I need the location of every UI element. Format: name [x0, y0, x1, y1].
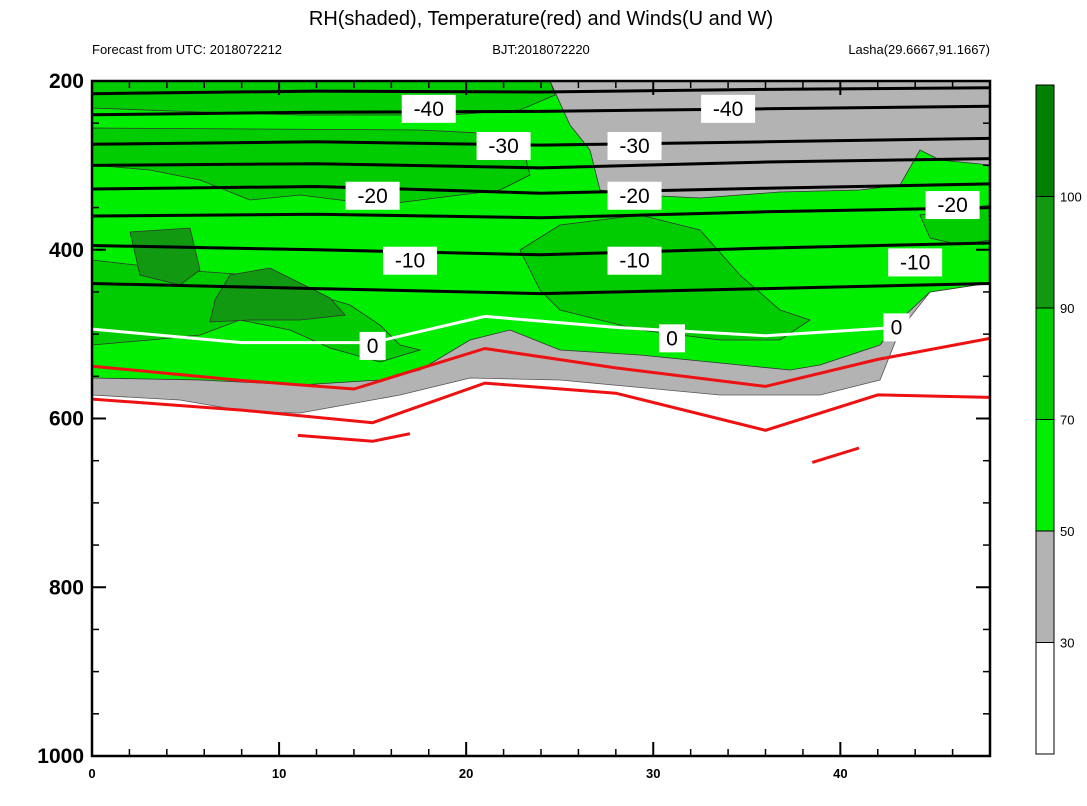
- y-tick-label: 800: [49, 576, 84, 599]
- colorbar-swatch: [1035, 419, 1055, 532]
- isotherm-label: -20: [937, 194, 967, 217]
- isotherm-label-box: [607, 131, 662, 160]
- colorbar-swatch: [1035, 307, 1055, 420]
- isotherm-line: [92, 157, 990, 170]
- colorbar-tick-label: 70: [1060, 413, 1074, 428]
- isotherm-label: -40: [713, 98, 743, 121]
- isotherm-label: 0: [367, 335, 379, 358]
- y-tick-label: 600: [49, 408, 84, 431]
- isotherm-label: -20: [357, 185, 387, 208]
- isotherm-label-box: [401, 94, 456, 123]
- isotherm-label: -20: [619, 185, 649, 208]
- isotherm-label-box: [883, 313, 910, 342]
- colorbar-tick-label: 30: [1060, 636, 1074, 651]
- isotherm-label-box: [607, 181, 662, 210]
- red-isotherm-line: [811, 446, 860, 464]
- y-tick-label: 400: [49, 239, 84, 262]
- isotherm-line: [92, 136, 990, 147]
- isotherm-label-box: [658, 324, 685, 353]
- isotherm-labels: -40 -40 -30 -30 -20 -20 -20 -10 -10 -10 0 0 0: [345, 94, 980, 360]
- isotherm-label: -10: [619, 250, 649, 273]
- colorbar-swatch: [1035, 196, 1055, 309]
- x-tick-label: 0: [88, 766, 95, 781]
- isotherm-line: [92, 314, 990, 345]
- isotherm-label-box: [345, 181, 400, 210]
- red-isotherm-line: [297, 432, 411, 443]
- isotherm-label: -10: [395, 250, 425, 273]
- colorbar-tick-label: 100: [1060, 190, 1082, 205]
- x-tick-label: 10: [272, 766, 286, 781]
- isotherm-label-box: [476, 131, 531, 160]
- isotherm-label-box: [359, 331, 386, 360]
- isotherm-label: -30: [619, 135, 649, 158]
- isotherm-line: [92, 241, 990, 257]
- x-axis: 0 10 20 30 40: [88, 81, 954, 781]
- isotherm-line: [92, 104, 990, 117]
- y-axis: 200 400 600 800 1000: [37, 70, 990, 768]
- isotherm-line: [92, 282, 990, 296]
- red-isotherm-line: [92, 381, 990, 432]
- isotherm-line: [92, 182, 990, 195]
- colorbar: 100 90 70 50 30: [1035, 84, 1082, 755]
- isotherm-label-box: [888, 248, 943, 277]
- colorbar-swatch: [1035, 642, 1055, 755]
- isotherm-label: -40: [414, 98, 444, 121]
- isotherm-label: -30: [488, 135, 518, 158]
- colorbar-swatch: [1035, 84, 1055, 197]
- isotherm-label: -10: [900, 251, 930, 274]
- x-tick-label: 40: [833, 766, 847, 781]
- rh-dark-green-region: [129, 227, 346, 323]
- red-isotherm-line: [92, 336, 990, 391]
- x-tick-label: 30: [646, 766, 660, 781]
- bjt-label: BJT:2018072220: [492, 42, 590, 57]
- isotherm-label-box: [925, 191, 980, 220]
- colorbar-tick-label: 90: [1060, 301, 1074, 316]
- red-temperature-lines: [92, 336, 990, 464]
- x-tick-label: 20: [459, 766, 473, 781]
- y-tick-label: 200: [49, 70, 84, 93]
- isotherm-lines: [92, 86, 990, 345]
- isotherm-label-box: [701, 94, 756, 123]
- isotherm-label-box: [383, 246, 438, 275]
- isotherm-label: 0: [891, 316, 903, 339]
- location-label: Lasha(29.6667,91.1667): [848, 42, 990, 57]
- y-tick-label: 1000: [37, 745, 84, 768]
- chart-title: RH(shaded), Temperature(red) and Winds(U…: [309, 8, 773, 30]
- isotherm-line: [92, 206, 990, 220]
- colorbar-tick-label: 50: [1060, 524, 1074, 539]
- isotherm-label-box: [607, 246, 662, 275]
- colorbar-swatch: [1035, 530, 1055, 643]
- isotherm-label: 0: [666, 327, 678, 350]
- forecast-label: Forecast from UTC: 2018072212: [92, 42, 282, 57]
